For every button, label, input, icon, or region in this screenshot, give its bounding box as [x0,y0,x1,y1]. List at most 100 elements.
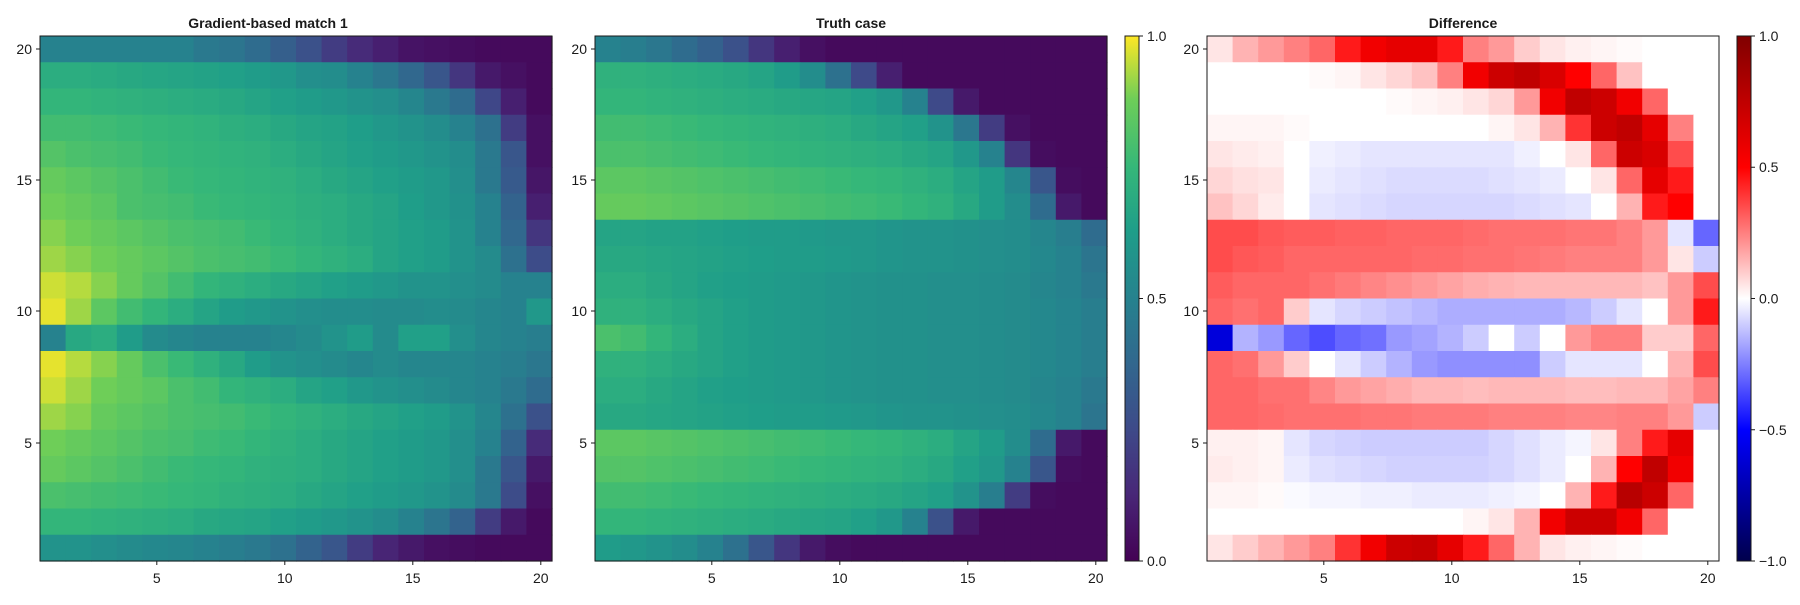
heatmap-cell [748,324,775,352]
heatmap-cell [1539,88,1566,116]
heatmap-cell [927,167,954,195]
heatmap-cell [424,219,451,247]
heatmap-cell [595,219,622,247]
heatmap-cell [372,403,399,431]
heatmap-cell [799,246,826,273]
heatmap-cell [1463,167,1490,195]
heatmap-cell [1386,377,1413,405]
heatmap-cell [1258,246,1285,273]
heatmap-cell [1565,482,1592,510]
heatmap-cell [270,193,297,221]
heatmap-cell [799,534,826,562]
heatmap-cell [1232,62,1259,90]
heatmap-cell [1360,456,1387,483]
heatmap-cell [876,351,903,378]
heatmap-cell [526,219,553,247]
heatmap-cell [398,219,425,247]
heatmap-cell [219,193,246,221]
heatmap-cell [748,193,775,221]
heatmap-cell [65,141,92,168]
heatmap-cell [270,534,297,562]
heatmap-cell [1207,167,1234,195]
heatmap-cell [1335,114,1362,142]
x-axis-gradient-match: 5 10 15 20 [153,561,549,586]
heatmap-cell [219,456,246,483]
heatmap-cell [1591,482,1618,510]
heatmap-cell [219,403,246,431]
heatmap-cell [1335,246,1362,273]
heatmap-cell [902,456,929,483]
heatmap-cell [697,62,724,90]
heatmap-cell [1693,482,1720,510]
heatmap-cell [449,534,476,562]
heatmap-cell [953,36,980,63]
heatmap-cell [1565,456,1592,483]
heatmap-cell [1207,193,1234,221]
heatmap-cell [953,324,980,352]
heatmap-cell [270,377,297,405]
heatmap-cell [979,482,1006,510]
colorbar-seismic: 1.0 0.5 0.0 −0.5 −1.0 [1736,28,1787,569]
heatmap-cell [1386,482,1413,510]
heatmap-cell [296,482,323,510]
heatmap-cell [500,456,527,483]
heatmap-cell [1565,167,1592,195]
heatmap-cell [168,141,195,168]
heatmap-cell [1693,246,1720,273]
heatmap-cell [1693,324,1720,352]
heatmap-cell [799,193,826,221]
heatmap-cell [65,508,92,536]
heatmap-cell [321,193,348,221]
heatmap-cell [851,298,878,326]
heatmap-cell [1004,272,1031,300]
heatmap-cell [774,272,801,300]
heatmap-cell [1463,456,1490,483]
heatmap-cell [620,429,647,457]
heatmap-cell [424,403,451,431]
heatmap-cell [1437,246,1464,273]
heatmap-cell [244,456,271,483]
heatmap-cell [1386,508,1413,536]
heatmap-cell [347,403,374,431]
heatmap-cell [1232,272,1259,300]
heatmap-cell [1258,219,1285,247]
heatmap-cell [851,351,878,378]
heatmap-cell [65,429,92,457]
heatmap-cell [116,508,143,536]
heatmap-cell [953,482,980,510]
heatmap-cell [526,508,553,536]
heatmap-cell [1437,429,1464,457]
heatmap-cell [902,167,929,195]
heatmap-cell [449,272,476,300]
heatmap-cell [902,324,929,352]
heatmap-cell [1283,114,1310,142]
heatmap-cell [1081,377,1108,405]
heatmap-cell [398,534,425,562]
heatmap-cell [116,246,143,273]
heatmap-cell [902,298,929,326]
heatmap-cell [219,377,246,405]
heatmap-cell [1616,508,1643,536]
heatmap-cell [1335,298,1362,326]
heatmap-cell [1360,62,1387,90]
heatmap-cell [296,272,323,300]
heatmap-cell [372,167,399,195]
heatmap-cell [1081,246,1108,273]
heatmap-cell [953,219,980,247]
heatmap-cell [270,114,297,142]
heatmap-cell [748,62,775,90]
heatmap-cell [475,88,502,116]
heatmap-cell [876,272,903,300]
heatmap-cell [1309,377,1336,405]
heatmap-cell [1437,377,1464,405]
heatmap-cell [620,62,647,90]
heatmap-cell [774,193,801,221]
heatmap-cell [697,246,724,273]
heatmap-cell [1283,272,1310,300]
heatmap-cell [723,429,750,457]
heatmap-cell [671,351,698,378]
heatmap-cell [244,508,271,536]
heatmap-cell [526,298,553,326]
heatmap-cell [748,508,775,536]
heatmap-cell [65,403,92,431]
